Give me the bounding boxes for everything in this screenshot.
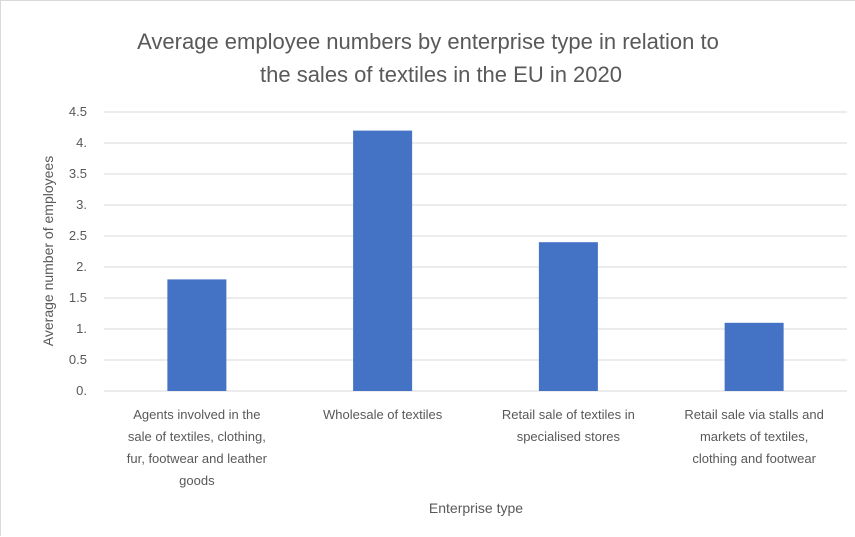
y-tick-label: 4. xyxy=(76,135,87,150)
bars xyxy=(167,130,784,391)
bar xyxy=(538,242,598,391)
bar xyxy=(353,130,413,391)
x-category-label-line: markets of textiles, xyxy=(700,429,808,444)
x-category-label: Retail sale of textiles in specialised st… xyxy=(502,407,635,444)
bar xyxy=(724,322,784,391)
x-category-label: Agents involved in the sale of textiles, … xyxy=(127,407,268,488)
x-category-label-line: clothing and footwear xyxy=(692,451,816,466)
chart-title: Average employee numbers by enterprise t… xyxy=(137,29,719,87)
bar xyxy=(167,279,227,391)
x-category-label-line: sale of textiles, clothing, xyxy=(128,429,266,444)
x-category-label: Wholesale of textiles xyxy=(323,407,443,422)
y-tick-label: 2.5 xyxy=(69,228,87,243)
x-category-label: Retail sale via stalls and markets of tex… xyxy=(684,407,823,466)
chart-title-line-2: the sales of textiles in the EU in 2020 xyxy=(260,62,622,87)
y-tick-label: 3. xyxy=(76,197,87,212)
y-tick-label: 4.5 xyxy=(69,104,87,119)
x-category-label-line: specialised stores xyxy=(517,429,621,444)
x-category-label-line: Retail sale of textiles in xyxy=(502,407,635,422)
y-axis-ticks: 0. 0.5 1. 1.5 2. 2.5 3. 3.5 4. 4.5 xyxy=(69,104,87,398)
x-category-label-line: fur, footwear and leather xyxy=(127,451,268,466)
y-tick-label: 2. xyxy=(76,259,87,274)
gridlines xyxy=(104,111,847,392)
x-axis-title: Enterprise type xyxy=(429,500,523,516)
y-tick-label: 3.5 xyxy=(69,166,87,181)
y-tick-label: 1.5 xyxy=(69,290,87,305)
x-axis-category-labels: Agents involved in the sale of textiles, … xyxy=(127,407,824,488)
y-tick-label: 0.5 xyxy=(69,352,87,367)
y-tick-label: 1. xyxy=(76,321,87,336)
x-category-label-line: Wholesale of textiles xyxy=(323,407,443,422)
y-tick-label: 0. xyxy=(76,383,87,398)
chart-title-line-1: Average employee numbers by enterprise t… xyxy=(137,29,719,54)
x-category-label-line: Retail sale via stalls and xyxy=(684,407,823,422)
x-category-label-line: Agents involved in the xyxy=(133,407,260,422)
x-category-label-line: goods xyxy=(179,473,215,488)
y-axis-title: Average number of employees xyxy=(40,156,56,346)
